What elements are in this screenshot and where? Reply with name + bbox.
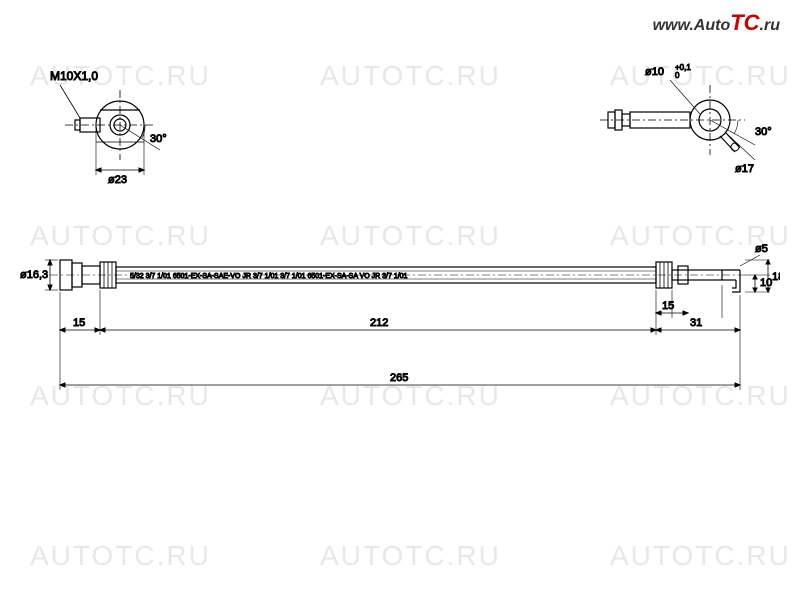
angle-left-label: 30°: [150, 133, 167, 145]
left-fitting-drawing: M10X1,0 ø23 30°: [50, 70, 210, 200]
total-len-label: 265: [390, 372, 408, 384]
hook-gap-label: 10: [760, 277, 772, 289]
thread-label: M10X1,0: [50, 70, 98, 83]
watermark: AUTOTC.RU: [320, 540, 501, 572]
hole-dia-label: ø10: [645, 66, 664, 78]
right-fitting-drawing: ø10 +0,1 0 ø17 30°: [560, 60, 780, 200]
logo-www: www.: [653, 17, 694, 34]
logo-tc: TC: [730, 10, 759, 35]
main-side-view: 5/32 3/7 1/01 6501-EX-SA-SAE-VO JR 3/7 1…: [20, 230, 780, 410]
watermark: AUTOTC.RU: [610, 540, 791, 572]
logo-auto: Auto: [694, 17, 730, 34]
flange-dia-label: ø17: [735, 163, 754, 175]
hook-dia-label: ø5: [755, 243, 768, 255]
left-dia-label: ø16,3: [20, 269, 48, 281]
right-fitting-len-label: 15: [662, 300, 674, 312]
watermark: AUTOTC.RU: [320, 60, 501, 92]
angle-right-label: 30°: [755, 126, 772, 138]
hose-len-label: 212: [370, 317, 388, 329]
hook-height-label: 18: [772, 271, 780, 283]
watermark: AUTOTC.RU: [30, 540, 211, 572]
tol2: 0: [675, 71, 680, 80]
site-logo: www.AutoTC.ru: [653, 10, 780, 36]
left-seg-label: 15: [73, 317, 85, 329]
hose-marking: 5/32 3/7 1/01 6501-EX-SA-SAE-VO JR 3/7 1…: [130, 273, 408, 280]
right-end-len-label: 31: [690, 317, 702, 329]
dia23-label: ø23: [108, 174, 127, 186]
logo-ru: .ru: [760, 17, 780, 34]
